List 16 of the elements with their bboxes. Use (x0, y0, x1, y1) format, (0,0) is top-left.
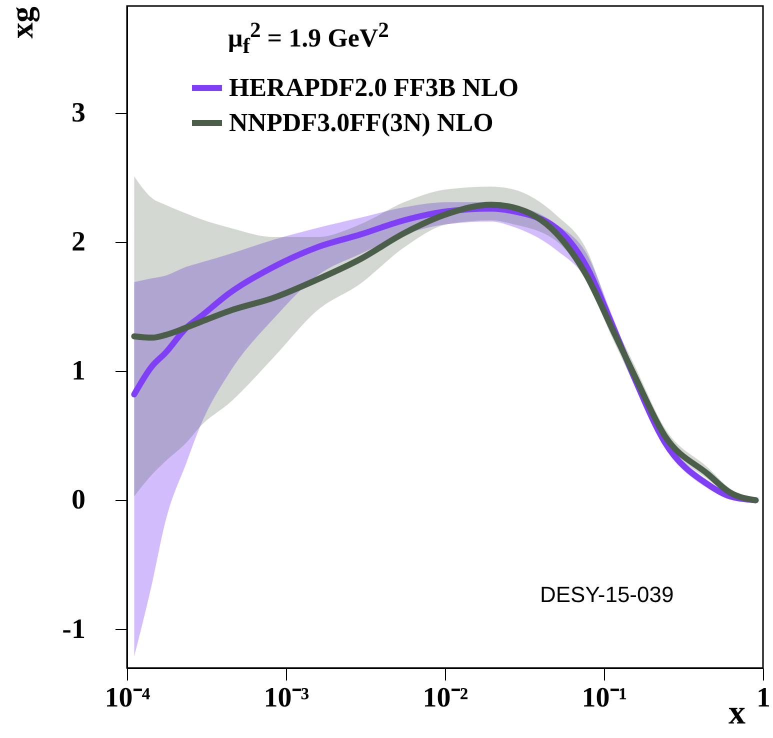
y-tick-label: -1 (62, 614, 86, 645)
legend-label: HERAPDF2.0 FF3B NLO (229, 73, 519, 102)
y-tick-label: 2 (72, 226, 86, 258)
x-tick-label: 10⁻⁴ (104, 682, 151, 714)
y-tick-label: 3 (72, 98, 86, 129)
y-tick-label: 1 (72, 356, 86, 387)
x-axis-title: x (728, 694, 746, 732)
x-tick-label: 1 (756, 682, 770, 714)
legend-title: μ$_{f}$$^{2}$ = 1.9 GeV$^{2}$ (228, 18, 389, 59)
x-tick-label: 10⁻¹ (582, 682, 628, 714)
x-tick-label: 10⁻³ (264, 682, 310, 714)
x-tick-label: 10⁻² (422, 682, 468, 714)
y-tick-label: 0 (72, 484, 86, 516)
y-axis-title: xg (4, 6, 40, 38)
legend-label: NNPDF3.0FF(3N) NLO (229, 108, 494, 137)
annotation: DESY-15-039 (540, 582, 674, 608)
